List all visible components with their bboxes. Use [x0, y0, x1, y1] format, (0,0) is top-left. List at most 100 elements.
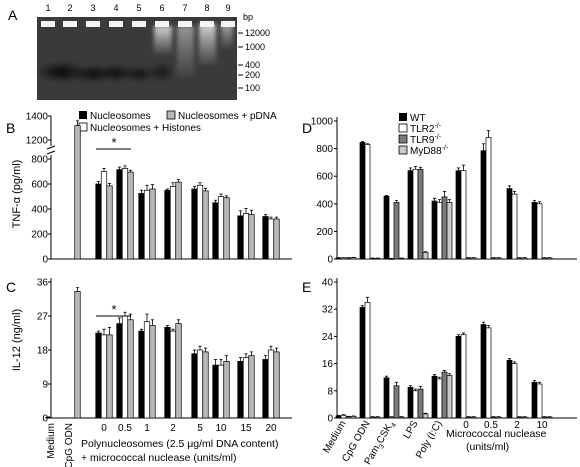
bar	[217, 364, 225, 419]
bar	[273, 351, 280, 419]
bar	[149, 188, 156, 260]
bar	[431, 200, 438, 260]
y-tick-label: 800	[31, 155, 48, 166]
lane-number: 6	[159, 3, 164, 13]
bar	[460, 170, 467, 260]
bar	[407, 387, 414, 419]
y-tick-label: 9	[42, 380, 48, 391]
x-dose-label: 0.5	[484, 420, 498, 431]
axis-break-mark	[46, 150, 56, 155]
y-tick-label: 40	[322, 278, 334, 289]
y-tick-label: 0	[327, 414, 333, 425]
bar	[422, 252, 429, 260]
bar	[546, 257, 553, 260]
bar	[169, 186, 177, 260]
bar	[202, 351, 209, 419]
bar	[121, 315, 129, 419]
x-dose-label: 1	[144, 423, 150, 434]
bar	[45, 416, 52, 419]
bar	[388, 416, 395, 419]
bar	[460, 334, 467, 419]
bar	[116, 169, 123, 260]
bar	[470, 416, 477, 419]
bar	[412, 168, 419, 260]
x-dose-label: 0	[463, 420, 469, 431]
legend-swatch-tlr9	[398, 134, 408, 144]
bar	[441, 371, 448, 419]
gel-marker-label: 200	[245, 70, 260, 80]
bar	[422, 413, 429, 419]
bar	[345, 416, 352, 419]
lane-number: 1	[45, 3, 50, 13]
chart-panel-c: IL-12 (ng/ml) 0 9 18 27 36 *	[11, 278, 292, 425]
bar	[138, 193, 145, 260]
bar	[495, 257, 502, 260]
bar	[100, 171, 108, 260]
legend-swatch-pdna	[166, 110, 176, 120]
panel-label-e: E	[302, 279, 311, 295]
y-tick-label: 1200	[26, 136, 49, 147]
bar	[223, 360, 230, 419]
bar	[223, 197, 230, 260]
x-dose-label: 2	[514, 420, 520, 431]
y-tick-label: 1400	[26, 112, 49, 123]
bar	[541, 257, 548, 260]
y-tick-label: 200	[31, 230, 48, 241]
gel-wells	[41, 21, 235, 27]
legend-d: WT TLR2-/- TLR9-/- MyD88-/-	[398, 113, 449, 157]
bar	[267, 349, 275, 419]
x-dose-label: 5	[197, 423, 203, 434]
bar	[143, 321, 151, 419]
bar	[490, 257, 497, 260]
x-axis-caption-left-1: Polynucleosomes (2.5 μg/ml DNA content)	[81, 438, 278, 450]
bar	[506, 359, 513, 419]
y-tick-label: 200	[316, 227, 333, 238]
bar	[191, 188, 198, 260]
gel-marker-label: 400	[245, 60, 260, 70]
bar	[248, 355, 255, 419]
bar	[490, 416, 497, 419]
bar	[164, 326, 171, 419]
bar	[417, 388, 424, 419]
x-dose-label: 2	[170, 423, 176, 434]
bar	[143, 189, 151, 260]
y-tick-label: 27	[37, 312, 49, 323]
bar	[465, 257, 472, 260]
bar	[335, 257, 342, 260]
bar	[446, 202, 453, 260]
y-tick-label: 0	[42, 255, 48, 266]
bar	[74, 291, 81, 419]
bar	[531, 381, 538, 419]
bar	[196, 349, 204, 419]
chart-panel-d: WT TLR2-/- TLR9-/- MyD88-/- 0 200 400 600 80…	[311, 113, 577, 266]
bar	[511, 363, 518, 419]
bar	[95, 183, 102, 260]
y-tick-label: 600	[31, 180, 48, 191]
x-axis-caption-right-2: (units/ml)	[466, 441, 509, 453]
bar	[364, 144, 371, 260]
bar	[374, 416, 381, 419]
gel-markers: bp 12000 1000 400 200 100	[238, 12, 270, 93]
bar	[359, 307, 366, 419]
bar	[121, 168, 129, 260]
bar	[212, 202, 219, 260]
lane-number: 4	[113, 3, 118, 13]
bar	[516, 257, 523, 260]
gel-marker-label: 1000	[245, 42, 265, 52]
x-dose-label: 15	[240, 423, 252, 434]
bar	[412, 390, 419, 419]
bar	[521, 257, 528, 260]
significance-star: *	[111, 302, 116, 317]
bar	[164, 189, 171, 260]
bar	[398, 416, 405, 419]
y-tick-label: 18	[37, 346, 49, 357]
bar	[506, 188, 513, 260]
bar	[393, 202, 400, 260]
y-axis-label-c: IL-12 (ng/ml)	[11, 309, 23, 371]
chart-panel-b: TNF-α (pg/ml) Nucleosomes Nucleosomes + …	[11, 110, 292, 266]
x-axis-labels-left: Medium CpG ODN 0 0.5 1 2 5 10 15 20 Polynucleos…	[46, 423, 278, 467]
bar	[407, 170, 414, 260]
legend-swatch-wt	[399, 113, 407, 121]
gel-marker-label: 100	[245, 83, 260, 93]
